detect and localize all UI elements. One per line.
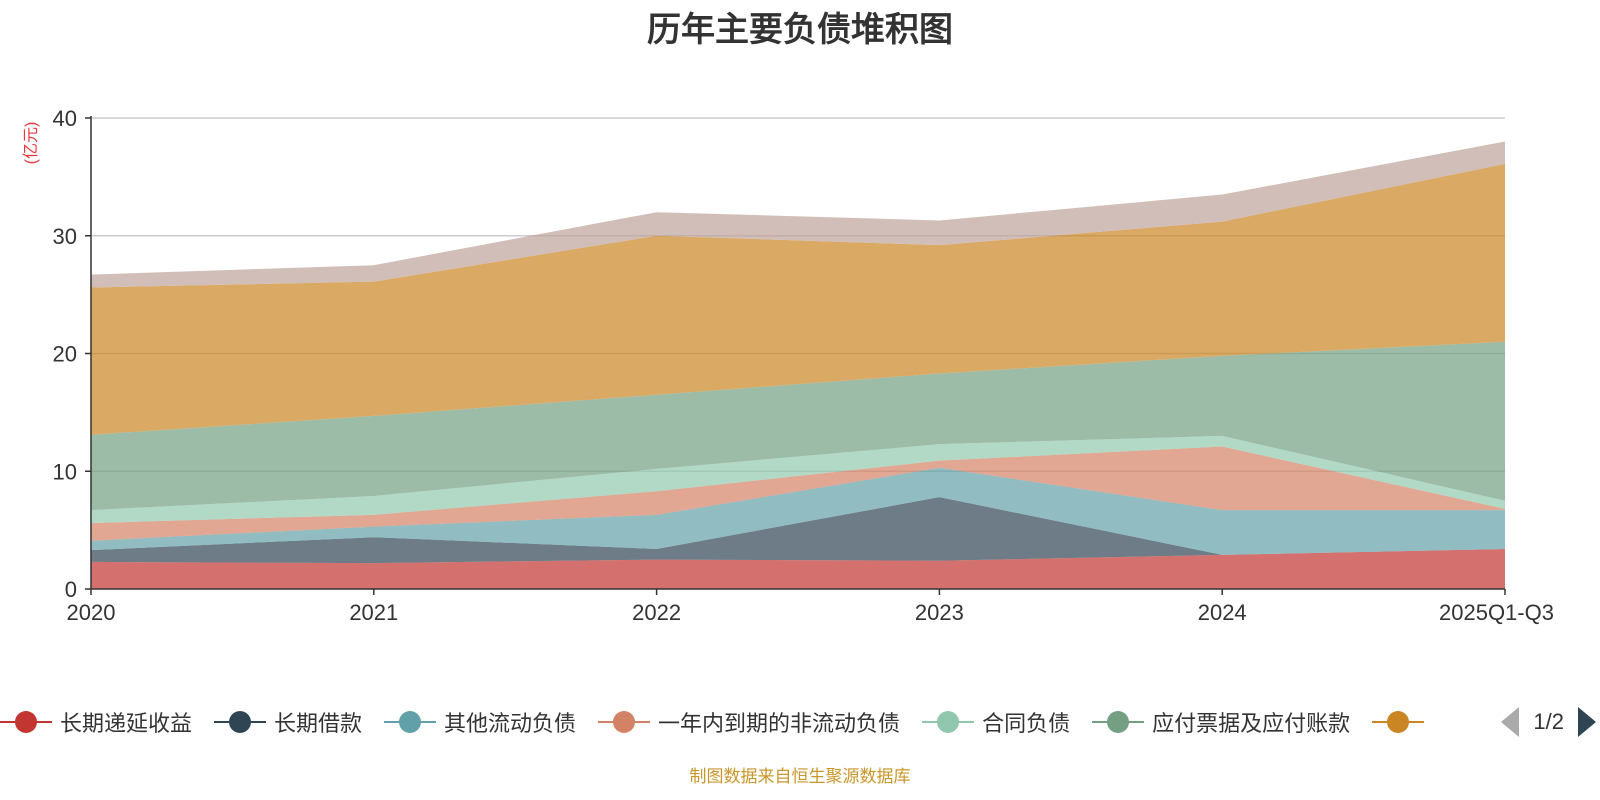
legend-pager: 1/2 bbox=[1501, 704, 1600, 740]
legend-next-page-icon[interactable] bbox=[1578, 707, 1596, 737]
x-tick-label: 2022 bbox=[632, 600, 681, 625]
legend-item[interactable]: 长期递延收益 bbox=[0, 706, 192, 738]
legend-marker-icon bbox=[0, 708, 52, 736]
series-area-3 bbox=[91, 446, 1505, 541]
legend-marker-icon bbox=[598, 708, 651, 736]
legend-label: 长期递延收益 bbox=[60, 711, 193, 736]
y-tick-label: 30 bbox=[53, 224, 77, 249]
legend-items: 长期递延收益 长期借款 其他流动负债 一年内到期的非流动负债 合同负债 应付票据及应付账款 bbox=[0, 706, 1454, 738]
x-tick-label: 2020 bbox=[67, 600, 116, 625]
legend-marker-icon bbox=[922, 708, 975, 736]
y-tick-label: 40 bbox=[53, 106, 77, 131]
axes: 0 10 20 30 40 2020 2021 2022 2023 2024 2025Q1-Q3 bbox=[53, 106, 1554, 625]
legend-item[interactable]: 其他流动负债 bbox=[384, 706, 576, 738]
x-tick-label: 2023 bbox=[915, 600, 964, 625]
series-area-1 bbox=[91, 497, 1505, 564]
legend-label: 应付票据及应付账款 bbox=[1152, 711, 1351, 736]
x-tick-label: 2021 bbox=[349, 600, 398, 625]
series-area-7 bbox=[91, 141, 1505, 288]
legend-item[interactable]: 合同负债 bbox=[922, 706, 1070, 738]
legend-item[interactable]: 应付票据及应付账款 bbox=[1092, 706, 1350, 738]
series-areas bbox=[91, 141, 1505, 589]
chart-area: 0 10 20 30 40 2020 2021 2022 2023 2024 2025Q1-Q3 (… bbox=[22, 106, 1554, 625]
y-tick-label: 10 bbox=[53, 459, 77, 484]
legend-prev-page-icon[interactable] bbox=[1501, 707, 1520, 737]
source-note: 制图数据来自恒生聚源数据库 bbox=[689, 767, 911, 786]
legend-marker-icon bbox=[1372, 708, 1425, 736]
legend-label: 长期借款 bbox=[274, 711, 363, 736]
legend-item[interactable]: 一年内到期的非流动负债 bbox=[598, 706, 900, 738]
series-area-5 bbox=[91, 341, 1505, 511]
legend-item[interactable] bbox=[1372, 708, 1432, 736]
legend-marker-icon bbox=[384, 708, 437, 736]
legend-page-indicator: 1/2 bbox=[1533, 709, 1564, 734]
legend-item[interactable]: 长期借款 bbox=[214, 706, 362, 738]
series-area-6 bbox=[91, 163, 1505, 435]
legend-label: 其他流动负债 bbox=[444, 711, 577, 736]
legend-label: 一年内到期的非流动负债 bbox=[658, 711, 901, 736]
series-area-2 bbox=[91, 467, 1505, 555]
series-area-4 bbox=[91, 435, 1505, 524]
y-tick-label: 0 bbox=[65, 577, 77, 602]
y-axis-unit-label: (亿元) bbox=[22, 122, 40, 165]
x-tick-label: 2025Q1-Q3 bbox=[1439, 600, 1554, 625]
legend-marker-icon bbox=[214, 708, 267, 736]
legend-label: 合同负债 bbox=[982, 711, 1071, 736]
chart-title: 历年主要负债堆积图 bbox=[647, 11, 953, 49]
legend-marker-icon bbox=[1092, 708, 1145, 736]
series-area-0 bbox=[91, 548, 1505, 589]
y-tick-label: 20 bbox=[53, 342, 77, 367]
x-tick-label: 2024 bbox=[1198, 600, 1247, 625]
legend: 长期递延收益 长期借款 其他流动负债 一年内到期的非流动负债 合同负债 应付票据及应付账款… bbox=[0, 704, 1600, 740]
